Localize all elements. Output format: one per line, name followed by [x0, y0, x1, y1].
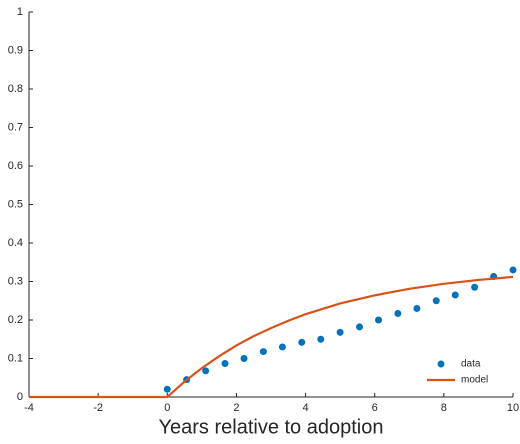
- x-tick-label: -2: [93, 402, 103, 414]
- model-line: [29, 275, 514, 399]
- data-point: [336, 328, 344, 336]
- y-tick-label: 0.6: [8, 160, 23, 172]
- x-tick-label: 0: [164, 402, 170, 414]
- y-tick-label: 0.2: [8, 314, 23, 326]
- x-tick-label: 8: [441, 402, 447, 414]
- data-point: [509, 266, 517, 274]
- y-tick-label: 0.5: [8, 198, 23, 210]
- data-point: [356, 323, 364, 331]
- data-point: [278, 343, 286, 351]
- y-tick-label: 1: [17, 6, 23, 18]
- data-point: [394, 309, 402, 317]
- data-point: [317, 335, 325, 343]
- x-tick-label: 6: [372, 402, 378, 414]
- data-point: [413, 304, 421, 312]
- data-point: [202, 367, 210, 375]
- data-point: [221, 360, 229, 368]
- y-tick-label: 0.8: [8, 83, 23, 95]
- y-tick-label: 0.4: [8, 237, 23, 249]
- y-tick-label: 0.1: [8, 352, 23, 364]
- legend-marker: [437, 360, 445, 368]
- data-point: [163, 385, 171, 393]
- y-tick-label: 0.7: [8, 121, 23, 133]
- y-tick-label: 0.3: [8, 275, 23, 287]
- data-point: [259, 348, 267, 356]
- legend-label: data: [461, 359, 481, 370]
- x-tick-label: -4: [24, 402, 34, 414]
- data-point: [240, 355, 248, 362]
- legend-label: model: [461, 375, 488, 386]
- y-tick-label: 0: [17, 391, 23, 403]
- x-tick-label: 10: [507, 402, 519, 414]
- data-point: [451, 291, 459, 299]
- y-tick-label: 0.9: [8, 44, 23, 56]
- x-axis-label: Years relative to adoption: [159, 416, 384, 438]
- data-point: [432, 297, 440, 305]
- data-point: [471, 283, 479, 291]
- x-tick-label: 4: [303, 402, 309, 414]
- x-tick-label: 2: [233, 402, 239, 414]
- data-point: [298, 338, 306, 346]
- data-point: [375, 316, 383, 324]
